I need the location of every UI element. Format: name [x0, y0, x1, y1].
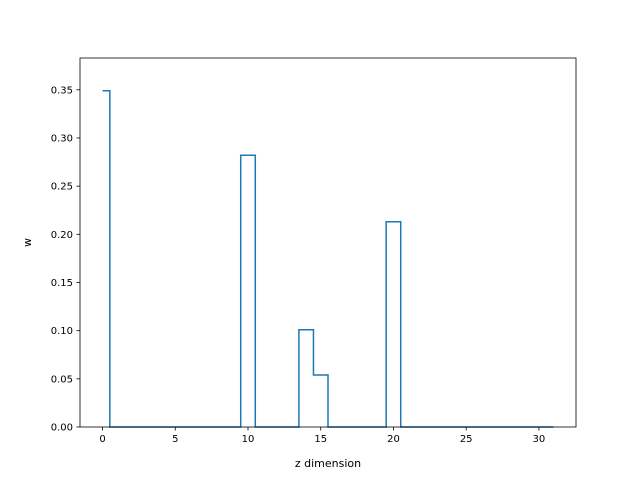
plot-frame	[79, 57, 577, 428]
x-tick-label: 10	[242, 434, 255, 445]
x-tick-label: 20	[387, 434, 400, 445]
y-tick-label: 0.05	[51, 374, 73, 385]
y-tick-label: 0.35	[51, 85, 73, 96]
y-tick-label: 0.25	[51, 182, 73, 193]
x-axis-ticks: 0 5 10 15 20 25 30	[99, 427, 545, 445]
x-tick-label: 15	[314, 434, 327, 445]
x-tick-label: 25	[460, 434, 473, 445]
y-tick-label: 0.15	[51, 278, 73, 289]
y-axis-ticks: 0.00 0.05 0.10 0.15 0.20 0.25 0.30 0.35	[51, 85, 80, 434]
series-line	[102, 90, 554, 428]
y-tick-label: 0.00	[51, 423, 73, 434]
y-tick-label: 0.20	[51, 230, 73, 241]
x-tick-label: 0	[99, 434, 105, 445]
y-tick-label: 0.30	[51, 133, 73, 144]
y-axis-label: w	[21, 238, 34, 247]
x-tick-label: 30	[533, 434, 546, 445]
y-tick-label: 0.10	[51, 326, 73, 337]
x-axis-label: z dimension	[295, 457, 361, 470]
x-tick-label: 5	[172, 434, 178, 445]
